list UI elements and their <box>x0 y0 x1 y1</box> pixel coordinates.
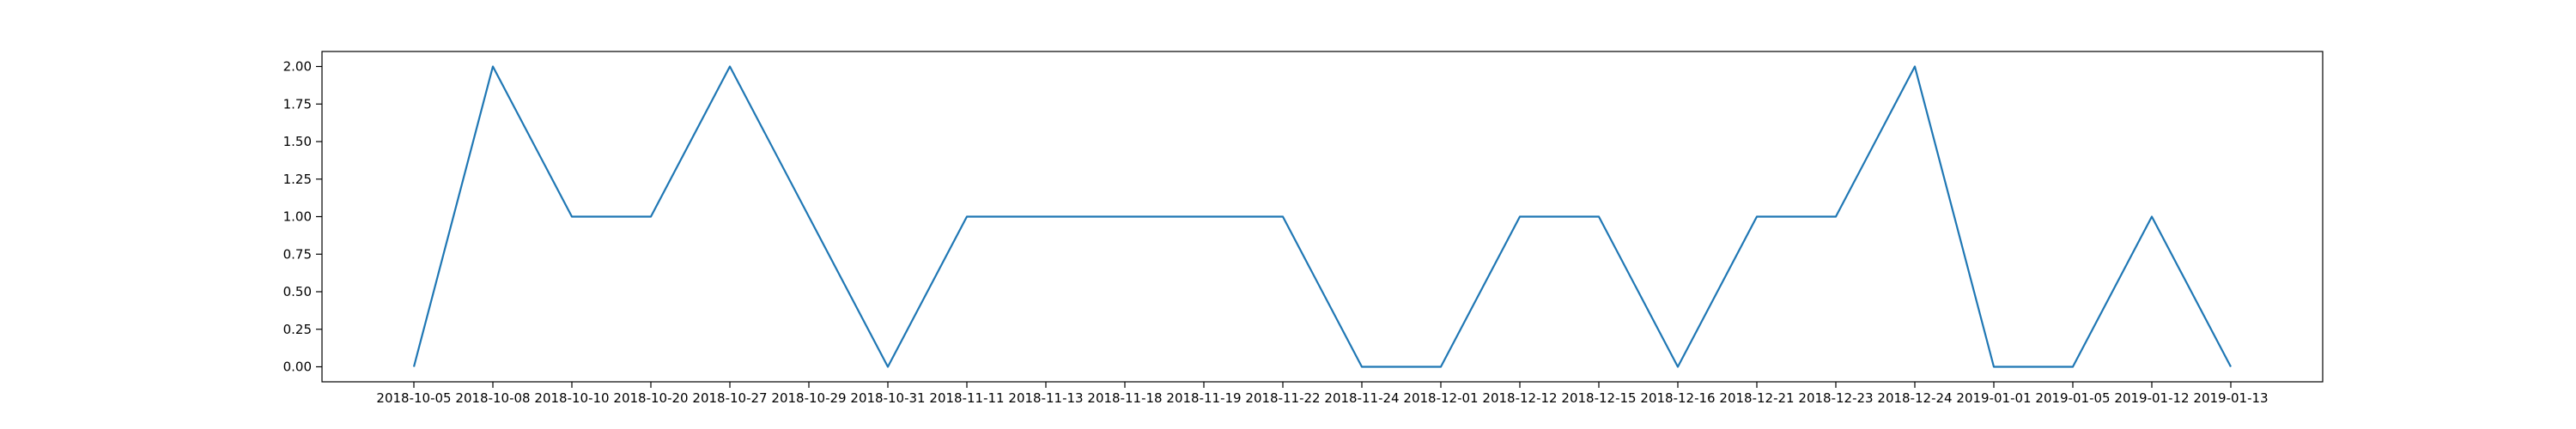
x-tick-label: 2018-10-20 <box>613 390 688 406</box>
x-tick-label: 2018-12-23 <box>1798 390 1873 406</box>
y-tick-label: 1.75 <box>283 96 312 112</box>
y-tick-label: 0.00 <box>283 360 312 375</box>
x-tick-label: 2018-12-21 <box>1719 390 1794 406</box>
x-tick-label: 2019-01-05 <box>2035 390 2110 406</box>
y-axis: 0.00 0.25 0.50 0.75 1.00 1.25 1.50 1.75 2.00 <box>283 59 322 375</box>
data-point <box>1281 215 1285 219</box>
data-point <box>2150 215 2154 219</box>
data-point <box>1123 215 1127 219</box>
x-tick-label: 2018-12-01 <box>1403 390 1478 406</box>
x-tick-label: 2018-10-27 <box>692 390 767 406</box>
x-tick-label: 2018-11-19 <box>1166 390 1241 406</box>
data-point <box>1518 215 1522 219</box>
data-point <box>1834 215 1838 219</box>
series-line <box>412 65 2232 368</box>
data-point <box>2229 366 2233 369</box>
data-point <box>807 215 811 219</box>
plot-area-frame <box>321 51 2324 383</box>
data-point <box>1755 215 1759 219</box>
x-tick-label: 2019-01-12 <box>2114 390 2189 406</box>
y-tick-label: 2.00 <box>283 59 312 75</box>
data-point <box>886 366 890 369</box>
x-tick-label: 2018-12-15 <box>1561 390 1636 406</box>
x-tick-label: 2018-11-13 <box>1008 390 1083 406</box>
data-point <box>1439 366 1443 369</box>
x-tick-label: 2018-10-29 <box>771 390 846 406</box>
x-tick-label: 2018-12-12 <box>1482 390 1557 406</box>
data-point <box>1992 366 1996 369</box>
y-tick-label: 0.50 <box>283 284 312 299</box>
x-tick-label: 2018-11-18 <box>1087 390 1162 406</box>
data-point <box>412 366 416 369</box>
data-point <box>1913 65 1917 69</box>
data-point <box>1360 366 1364 369</box>
y-tick-label: 0.25 <box>283 322 312 337</box>
data-point <box>1044 215 1048 219</box>
x-tick-label: 2019-01-13 <box>2193 390 2268 406</box>
data-point <box>570 215 574 219</box>
x-tick-label: 2018-10-10 <box>534 390 609 406</box>
x-tick-label: 2018-11-22 <box>1245 390 1320 406</box>
data-point <box>1676 366 1680 369</box>
data-point <box>728 65 732 69</box>
x-tick-label: 2018-12-24 <box>1877 390 1952 406</box>
x-tick-label: 2018-10-08 <box>455 390 530 406</box>
data-point <box>2071 366 2075 369</box>
x-tick-label: 2019-01-01 <box>1956 390 2031 406</box>
data-point <box>965 215 969 219</box>
x-tick-label: 2018-11-11 <box>929 390 1004 406</box>
data-point <box>1202 215 1206 219</box>
x-axis: 2018-10-05 2018-10-08 2018-10-10 2018-10-20… <box>376 382 2269 406</box>
y-tick-label: 1.00 <box>283 209 312 225</box>
y-tick-label: 1.25 <box>283 172 312 187</box>
data-point <box>1597 215 1601 219</box>
data-point <box>649 215 653 219</box>
y-tick-label: 1.50 <box>283 134 312 149</box>
data-point <box>491 65 495 69</box>
x-tick-label: 2018-10-31 <box>850 390 925 406</box>
x-tick-label: 2018-12-16 <box>1640 390 1715 406</box>
x-tick-label: 2018-11-24 <box>1324 390 1399 406</box>
x-tick-label: 2018-10-05 <box>376 390 451 406</box>
y-tick-label: 0.75 <box>283 246 312 262</box>
